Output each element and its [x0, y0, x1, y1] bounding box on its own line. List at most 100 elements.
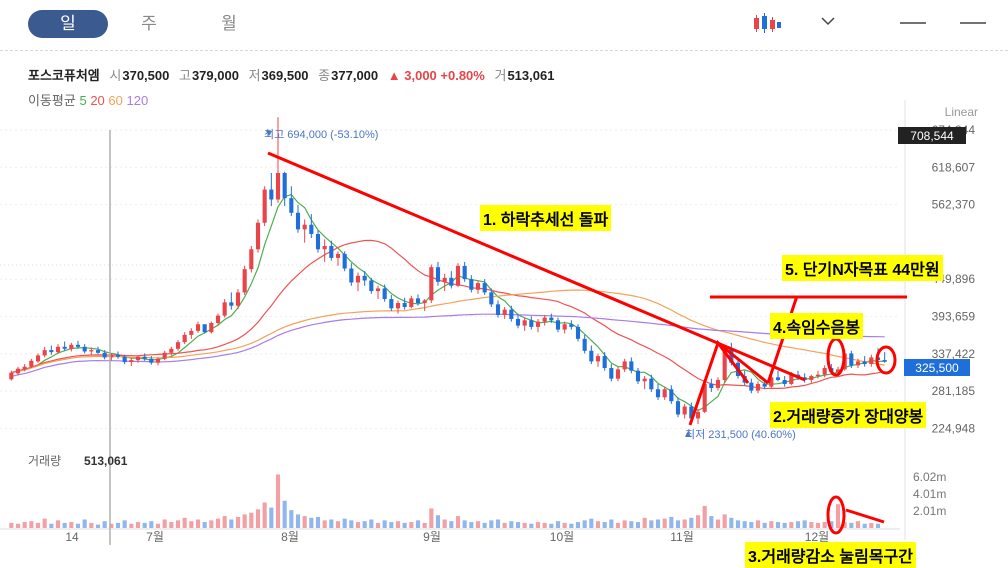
volume-bar: [535, 522, 541, 528]
volume-bar: [762, 522, 767, 528]
candle-body: [382, 288, 387, 300]
candle-body: [515, 318, 521, 326]
candle-body: [855, 361, 861, 366]
tab-day[interactable]: 일: [28, 10, 108, 38]
ma-legend: 이동평균 5 20 60 120: [28, 90, 148, 109]
ma-line-60: [11, 289, 885, 374]
ma-20: 20: [90, 93, 105, 108]
volume-bar: [649, 520, 654, 528]
candle-body: [409, 298, 414, 307]
price-axis: 674,844618,607562,370449,896393,659337,4…: [932, 123, 976, 435]
chevron-down-icon[interactable]: [818, 14, 838, 28]
volume-bar: [722, 514, 727, 528]
volume-bar: [522, 522, 527, 528]
volume-bar: [215, 518, 221, 528]
volume-bar: [755, 520, 761, 528]
candle-body: [569, 324, 574, 327]
tab-month[interactable]: 월: [221, 14, 237, 33]
volume-bar: [595, 521, 601, 528]
volume-bar: [442, 519, 447, 528]
candle-body: [395, 303, 401, 309]
volume-bar: [362, 521, 367, 528]
downtrend-line: [267, 151, 806, 382]
candle-body: [9, 372, 14, 380]
volume-bar: [542, 522, 547, 528]
volume-bar: [875, 523, 881, 528]
volume-bar: [635, 522, 641, 528]
volume-bar: [562, 522, 567, 528]
close-label: 종: [318, 68, 331, 83]
volume-bar: [355, 522, 361, 528]
volume-bar: [55, 520, 61, 528]
volume-bar: [109, 523, 114, 528]
candle-body: [542, 317, 547, 322]
candle-body: [502, 309, 507, 315]
low-value: 369,500: [261, 68, 309, 83]
volume-bar: [202, 522, 207, 528]
candle-body: [422, 300, 427, 304]
volume-bar: [29, 521, 34, 528]
volume-bar: [102, 521, 107, 528]
scale-label: Linear: [945, 105, 978, 119]
low-marker: 최저 231,500 (40.60%): [685, 428, 796, 441]
volume-bar: [369, 519, 374, 528]
candle-body: [622, 361, 627, 370]
high-marker-arrow: [266, 131, 272, 136]
minimize-icon[interactable]: [898, 14, 928, 28]
last-price-badge: 325,500: [904, 359, 970, 376]
toolbar: 일 주 월: [0, 0, 1008, 50]
volume-bar: [315, 516, 321, 528]
candlestick-type-icon[interactable]: [752, 12, 782, 36]
ma-120: 120: [126, 93, 149, 108]
volume-bar: [22, 522, 27, 528]
candle-body: [182, 334, 187, 343]
menu-icon[interactable]: [958, 14, 988, 28]
candle-body: [509, 309, 514, 319]
candle-body: [282, 172, 287, 199]
volume-drop-circle: [826, 495, 846, 535]
volume-bar: [489, 520, 494, 528]
stock-name: 포스코퓨처엠: [28, 68, 100, 83]
candle-body: [755, 383, 761, 391]
candle-body: [849, 353, 854, 366]
volume-tick-4m: 4.01m: [913, 487, 946, 501]
volume-bar: [49, 523, 54, 528]
volume-bar: [849, 522, 854, 528]
candle-body: [375, 288, 381, 292]
volume-bar: [855, 521, 861, 528]
volume-bar: [509, 521, 514, 528]
y-tick-label: 562,370: [932, 198, 976, 212]
candle-body: [15, 368, 21, 374]
candle-body: [635, 370, 641, 382]
candle-body: [775, 377, 781, 380]
volume-bar: [862, 523, 867, 528]
annotation-4: 4.속임수음봉: [770, 313, 863, 339]
volume-bar: [729, 517, 734, 528]
volume-bar: [842, 522, 847, 528]
candle-body: [602, 356, 607, 369]
volume-bar: [295, 514, 301, 528]
candle-body: [549, 317, 554, 321]
candle-body: [195, 324, 201, 331]
volume-bar: [735, 520, 741, 528]
volume-bar: [155, 523, 161, 528]
candle-body: [642, 378, 647, 382]
volume-bar: [282, 500, 287, 528]
open-value: 370,500: [122, 68, 170, 83]
volume-bar: [822, 522, 827, 528]
volume-bar: [782, 522, 787, 528]
volume-bar: [82, 519, 87, 528]
candle-body: [329, 245, 334, 258]
volume-bar: [422, 522, 427, 528]
volume-bar: [689, 517, 694, 528]
candle-body: [809, 376, 814, 380]
y-tick-label: 224,948: [932, 421, 976, 435]
tab-week[interactable]: 주: [141, 14, 157, 33]
candle-body: [335, 253, 341, 258]
volume-bar: [582, 520, 587, 528]
volume-bar: [789, 522, 794, 528]
volume-bar: [675, 520, 681, 528]
candle-body: [449, 277, 454, 286]
y-tick-label: 618,607: [932, 160, 976, 174]
